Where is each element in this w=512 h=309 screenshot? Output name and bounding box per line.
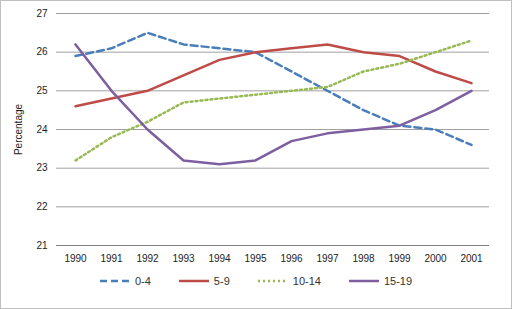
svg-text:1999: 1999: [388, 253, 411, 264]
svg-text:21: 21: [36, 240, 48, 251]
svg-text:2001: 2001: [460, 253, 483, 264]
html-text:5-9: 5-9: [213, 275, 230, 287]
svg-text:Percentage: Percentage: [13, 103, 24, 155]
svg-text:1993: 1993: [172, 253, 195, 264]
svg-text:22: 22: [36, 201, 48, 212]
svg-text:1991: 1991: [100, 253, 123, 264]
svg-text:25: 25: [36, 85, 48, 96]
svg-text:27: 27: [36, 8, 48, 19]
html-text:0-4: 0-4: [135, 275, 151, 287]
svg-text:26: 26: [36, 46, 48, 57]
html-text:10-14: 10-14: [292, 275, 321, 287]
svg-text:1997: 1997: [316, 253, 339, 264]
svg-text:1994: 1994: [208, 253, 231, 264]
svg-text:23: 23: [36, 162, 48, 173]
svg-text:1990: 1990: [64, 253, 87, 264]
svg-text:24: 24: [36, 124, 48, 135]
svg-text:1996: 1996: [280, 253, 303, 264]
svg-text:1998: 1998: [352, 253, 375, 264]
html-text:15-19: 15-19: [383, 275, 412, 287]
svg-text:2000: 2000: [424, 253, 447, 264]
svg-text:1992: 1992: [136, 253, 159, 264]
svg-text:1995: 1995: [244, 253, 267, 264]
